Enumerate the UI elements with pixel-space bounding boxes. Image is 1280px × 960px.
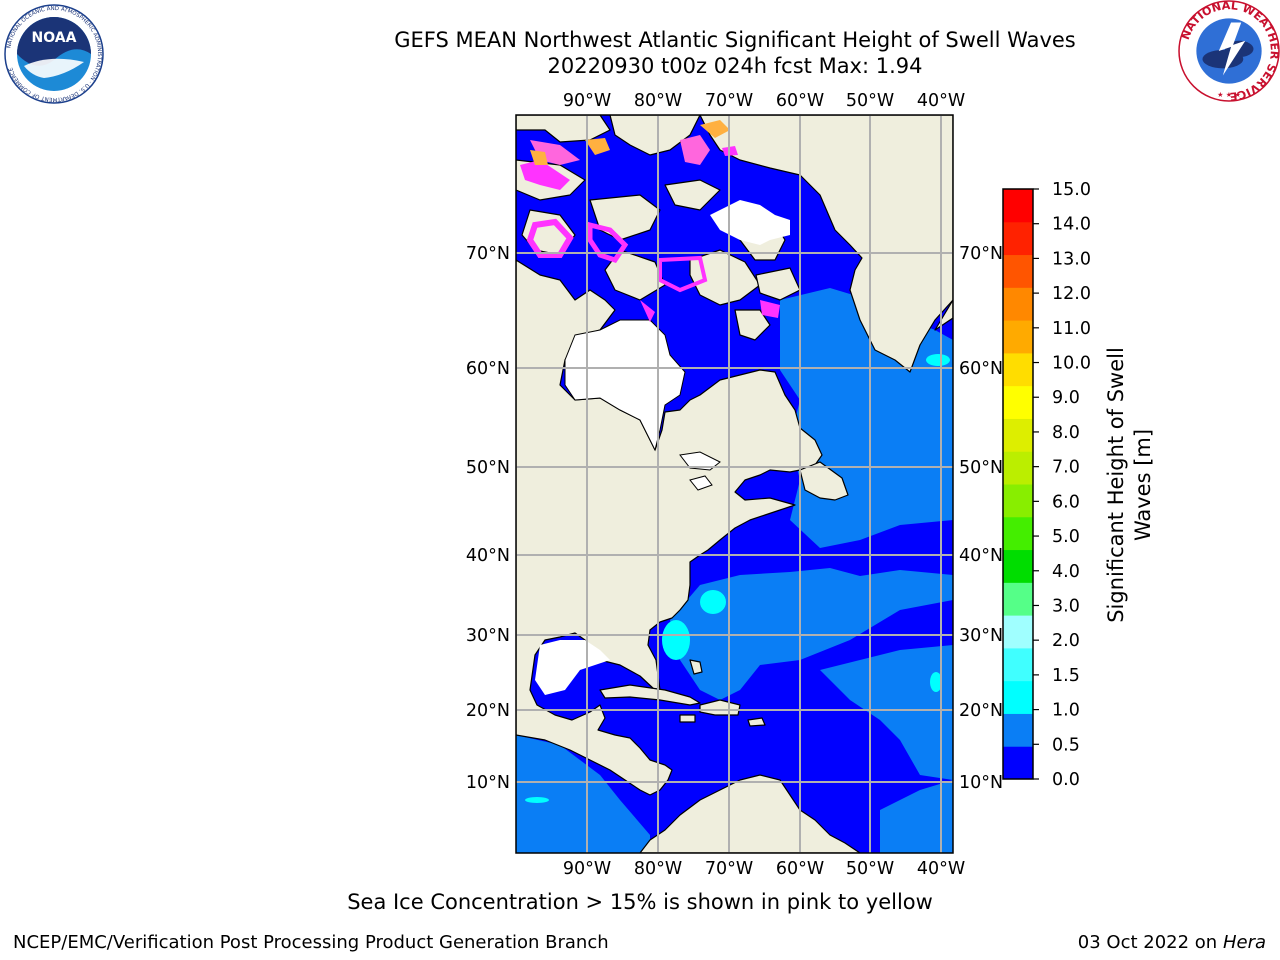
lon-label: 50°W xyxy=(846,859,894,879)
nws-logo: NATIONAL WEATHER SERVICE ★ ★ ★ xyxy=(1178,0,1280,102)
host-name: Hera xyxy=(1222,932,1266,953)
colorbar-tick-label: 10.0 xyxy=(1052,354,1091,374)
noaa-logo: NOAA NATIONAL OCEANIC AND ATMOSPHERIC AD… xyxy=(4,4,104,104)
colorbar-segment xyxy=(1003,352,1033,387)
graticule xyxy=(516,115,953,853)
right-lat-labels: 70°N 60°N 50°N 40°N 30°N 20°N 10°N xyxy=(959,244,1003,793)
colorbar-tick-label: 0.0 xyxy=(1052,770,1080,790)
colorbar-tick-label: 9.0 xyxy=(1052,388,1080,408)
colorbar-label-line2: Waves [m] xyxy=(1131,429,1155,541)
colorbar-segment xyxy=(1003,516,1033,551)
lat-label: 50°N xyxy=(466,458,510,478)
colorbar-tick-label: 6.0 xyxy=(1052,492,1080,512)
svg-text:NOAA: NOAA xyxy=(32,30,77,46)
colorbar-segment xyxy=(1003,615,1033,649)
lon-label: 40°W xyxy=(917,91,965,111)
colorbar-segment xyxy=(1003,254,1033,288)
colorbar-tick-label: 15.0 xyxy=(1052,180,1091,200)
lon-label: 70°W xyxy=(705,91,753,111)
colorbar-tick-label: 7.0 xyxy=(1052,458,1080,478)
sea-ice-note: Sea Ice Concentration > 15% is shown in … xyxy=(347,890,933,914)
lat-label: 30°N xyxy=(959,626,1003,646)
lon-label: 80°W xyxy=(634,859,682,879)
colorbar-segment xyxy=(1003,451,1033,485)
colorbar-tick-label: 5.0 xyxy=(1052,527,1080,547)
lon-label: 50°W xyxy=(846,91,894,111)
colorbar-segment xyxy=(1003,713,1033,747)
colorbar-segment xyxy=(1003,680,1033,714)
colorbar-segment xyxy=(1003,287,1033,321)
lon-label: 90°W xyxy=(563,91,611,111)
map-area xyxy=(516,115,953,853)
left-lat-labels: 70°N 60°N 50°N 40°N 30°N 20°N 10°N xyxy=(466,244,510,793)
lon-label: 80°W xyxy=(634,91,682,111)
svg-text:★ ★ ★: ★ ★ ★ xyxy=(1217,90,1241,99)
lat-label: 20°N xyxy=(466,701,510,721)
bottom-lon-labels: 90°W 80°W 70°W 60°W 50°W 40°W xyxy=(563,859,965,879)
lon-label: 70°W xyxy=(705,859,753,879)
lat-label: 40°N xyxy=(466,546,510,566)
top-lon-labels: 90°W 80°W 70°W 60°W 50°W 40°W xyxy=(563,91,965,111)
lat-label: 10°N xyxy=(466,773,510,793)
lon-label: 60°W xyxy=(776,859,824,879)
lat-label: 70°N xyxy=(959,244,1003,264)
swell-high-layer xyxy=(525,354,950,803)
colorbar-segment xyxy=(1003,418,1033,452)
colorbar xyxy=(1003,189,1033,780)
colorbar-segment xyxy=(1003,320,1033,354)
colorbar-tick-label: 11.0 xyxy=(1052,319,1091,339)
colorbar-tick-label: 2.0 xyxy=(1052,631,1080,651)
land-layer xyxy=(516,115,953,853)
lat-label: 40°N xyxy=(959,546,1003,566)
lat-label: 50°N xyxy=(959,458,1003,478)
colorbar-segment xyxy=(1003,221,1033,256)
colorbar-tick-label: 0.5 xyxy=(1052,735,1080,755)
lat-label: 20°N xyxy=(959,701,1003,721)
colorbar-frame xyxy=(1002,188,1034,780)
colorbar-label-line1: Significant Height of Swell xyxy=(1104,347,1128,623)
lat-label: 70°N xyxy=(466,244,510,264)
colorbar-tick-label: 14.0 xyxy=(1052,215,1091,235)
lat-label: 10°N xyxy=(959,773,1003,793)
colorbar-tick-label: 12.0 xyxy=(1052,284,1091,304)
colorbar-tick-label: 13.0 xyxy=(1052,249,1091,269)
colorbar-segment xyxy=(1003,484,1033,518)
lat-label: 60°N xyxy=(959,359,1003,379)
run-date: 03 Oct 2022 on xyxy=(1077,932,1218,953)
colorbar-tick-label: 1.5 xyxy=(1052,666,1080,686)
map-title: GEFS MEAN Northwest Atlantic Significant… xyxy=(394,28,1076,52)
colorbar-segment xyxy=(1003,582,1033,616)
credit-text: NCEP/EMC/Verification Post Processing Pr… xyxy=(13,932,609,953)
lon-label: 90°W xyxy=(563,859,611,879)
colorbar-tick-label: 4.0 xyxy=(1052,562,1080,582)
colorbar-segment xyxy=(1003,189,1033,223)
date-text: 03 Oct 2022 on Hera xyxy=(1078,932,1266,953)
colorbar-segment xyxy=(1003,647,1033,682)
lon-label: 60°W xyxy=(776,91,824,111)
colorbar-segment xyxy=(1003,385,1033,419)
colorbar-tick-label: 1.0 xyxy=(1052,701,1080,721)
map-frame xyxy=(515,114,954,854)
map-subtitle: 20220930 t00z 024h fcst Max: 1.94 xyxy=(547,54,923,78)
colorbar-ticks: 0.0 0.5 1.0 1.5 2.0 3.0 4.0 5.0 6.0 7.0 8.0 9.0 10.0… xyxy=(1033,180,1091,790)
colorbar-tick-label: 8.0 xyxy=(1052,423,1080,443)
lat-label: 60°N xyxy=(466,359,510,379)
lat-label: 30°N xyxy=(466,626,510,646)
lon-label: 40°W xyxy=(917,859,965,879)
colorbar-segment xyxy=(1003,746,1033,780)
colorbar-segment xyxy=(1003,549,1033,583)
colorbar-tick-label: 3.0 xyxy=(1052,596,1080,616)
